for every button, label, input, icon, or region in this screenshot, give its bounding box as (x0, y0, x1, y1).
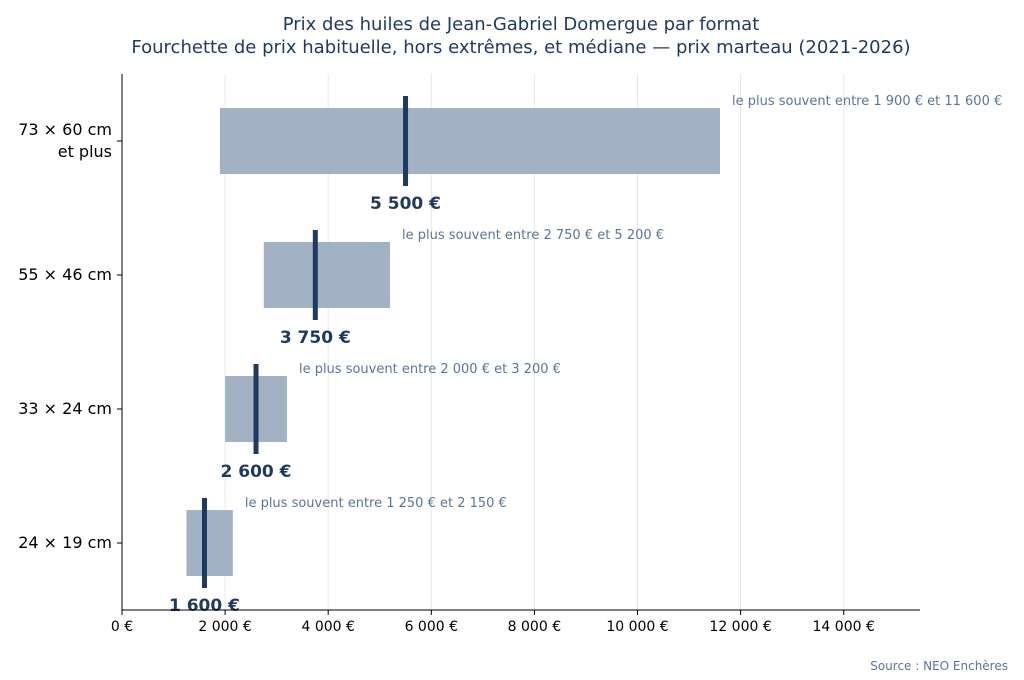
x-tick-label: 0 € (111, 619, 133, 635)
x-tick-label: 6 000 € (405, 619, 458, 635)
source-note: Source : NEO Enchères (870, 659, 1008, 673)
chart-title: Prix des huiles de Jean-Gabriel Domergue… (283, 14, 760, 35)
y-category-label: 33 × 24 cm (18, 399, 112, 418)
x-ticks: 0 € 2 000 € 4 000 € 6 000 € 8 000 € 10 000 € 1… (111, 610, 875, 635)
range-label: le plus souvent entre 1 250 € et 2 150 € (245, 496, 507, 511)
y-categories: 73 × 60 cm et plus 55 × 46 cm 33 × 24 cm 24 … (18, 120, 122, 552)
x-tick-label: 14 000 € (813, 619, 875, 635)
chart-subtitle: Fourchette de prix habituelle, hors extr… (131, 37, 910, 58)
range-label: le plus souvent entre 2 750 € et 5 200 € (402, 228, 664, 243)
x-tick-label: 2 000 € (198, 619, 251, 635)
x-tick-label: 8 000 € (508, 619, 561, 635)
median-label: 3 750 € (280, 328, 351, 348)
range-bars: 5 500 € le plus souvent entre 1 900 € et … (169, 94, 1002, 616)
x-tick-label: 12 000 € (709, 619, 771, 635)
y-category-label: 55 × 46 cm (18, 265, 112, 284)
y-category-label: 24 × 19 cm (18, 533, 112, 552)
range-bar (263, 242, 391, 308)
range-bar (186, 510, 233, 576)
median-label: 1 600 € (169, 596, 240, 616)
median-label: 5 500 € (370, 194, 441, 214)
median-label: 2 600 € (221, 462, 292, 482)
x-tick-label: 10 000 € (606, 619, 668, 635)
y-category-label: 73 × 60 cm (18, 120, 112, 139)
range-bar (219, 108, 720, 174)
axes (121, 74, 920, 611)
x-tick-label: 4 000 € (301, 619, 354, 635)
y-category-label: et plus (58, 142, 112, 161)
range-label: le plus souvent entre 1 900 € et 11 600 … (732, 94, 1002, 109)
range-label: le plus souvent entre 2 000 € et 3 200 € (299, 362, 561, 377)
